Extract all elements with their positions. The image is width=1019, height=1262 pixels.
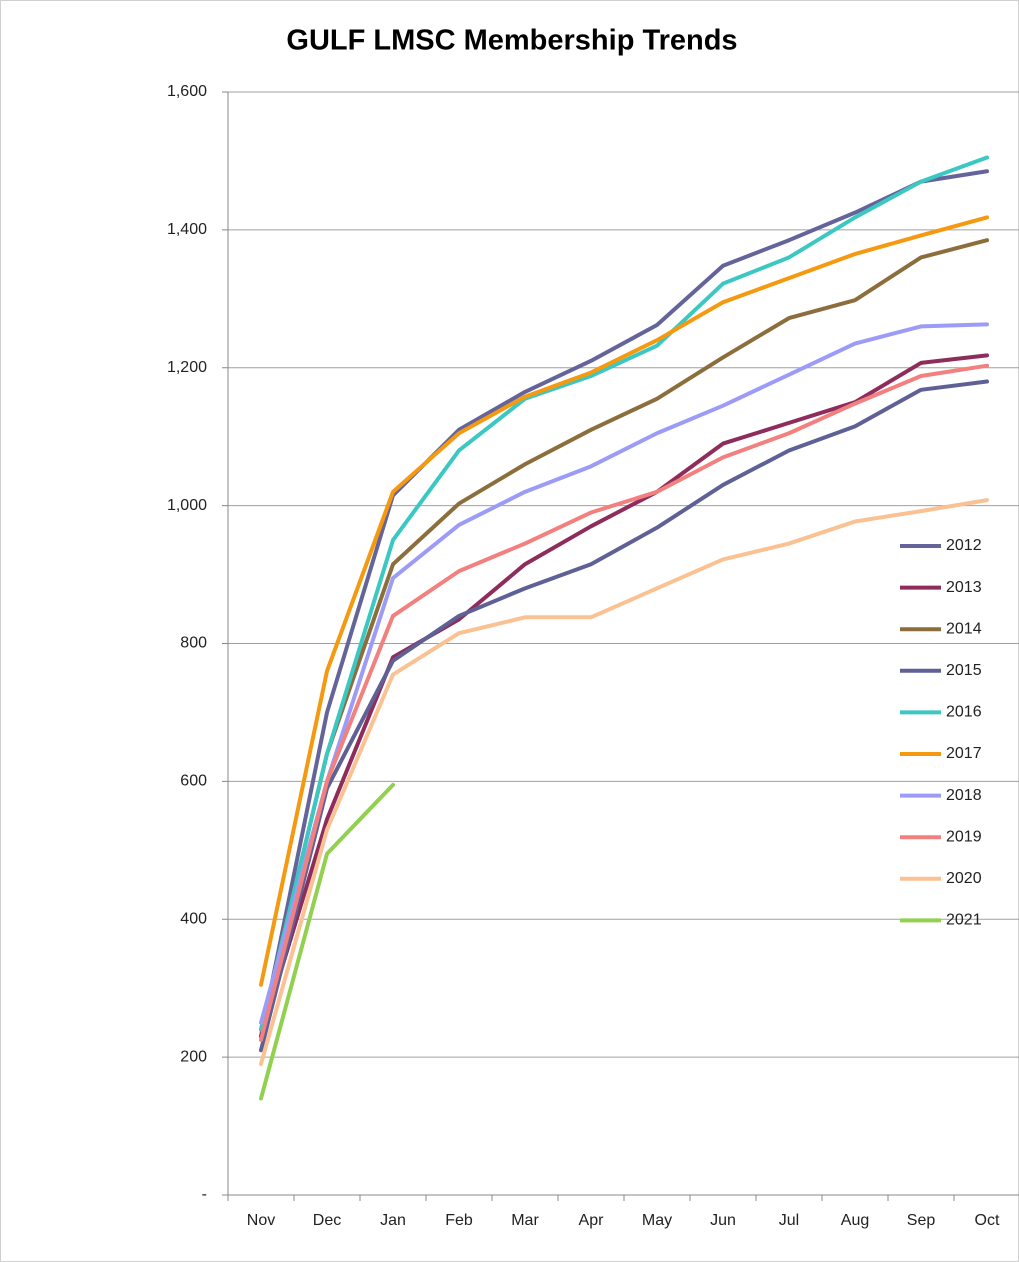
series-line [259, 379, 989, 1053]
y-tick-label: 600 [180, 773, 207, 790]
legend-label: 2016 [946, 704, 982, 721]
x-tick-label: Feb [445, 1212, 473, 1229]
series-line [259, 498, 989, 1067]
legend-label: 2015 [946, 662, 982, 679]
x-tick-label: Aug [841, 1212, 869, 1229]
legend-label: 2020 [946, 870, 982, 887]
series-line [259, 363, 989, 1042]
x-tick-label: Nov [247, 1212, 275, 1229]
x-tick-label: Dec [313, 1212, 341, 1229]
series-line [259, 215, 989, 987]
series-line [259, 238, 989, 1032]
x-tick-label: Sep [907, 1212, 936, 1229]
y-tick-label: 400 [180, 910, 207, 927]
legend-label: 2019 [946, 828, 982, 845]
y-tick-label: 200 [180, 1048, 207, 1065]
legend-label: 2018 [946, 787, 982, 804]
series-line [259, 782, 395, 1101]
legend-label: 2012 [946, 537, 982, 554]
x-tick-label: Jan [380, 1212, 406, 1229]
legend-label: 2021 [946, 912, 982, 929]
y-tick-label: 1,600 [167, 83, 207, 100]
x-tick-label: May [642, 1212, 672, 1229]
y-tick-label: 1,000 [167, 497, 207, 514]
x-tick-label: Oct [975, 1212, 1000, 1229]
x-tick-label: Mar [511, 1212, 539, 1229]
x-tick-label: Jul [779, 1212, 799, 1229]
legend-label: 2017 [946, 745, 982, 762]
legend-label: 2014 [946, 620, 982, 637]
chart-title: GULF LMSC Membership Trends [286, 25, 737, 57]
series-line [259, 169, 989, 1039]
legend-label: 2013 [946, 579, 982, 596]
y-tick-label: 800 [180, 635, 207, 652]
y-tick-label: 1,400 [167, 221, 207, 238]
y-tick-label: - [202, 1186, 207, 1203]
x-tick-label: Jun [710, 1212, 736, 1229]
series-line [259, 155, 989, 1032]
y-tick-label: 1,200 [167, 359, 207, 376]
series-line [259, 322, 989, 1025]
x-tick-label: Apr [579, 1212, 605, 1229]
